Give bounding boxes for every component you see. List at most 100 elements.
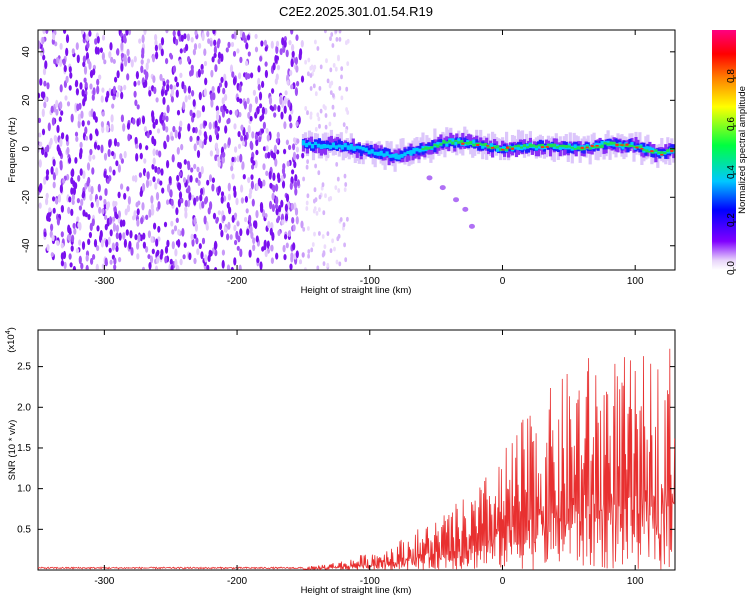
noise-pixel [239,56,243,64]
noise-pixel [108,166,112,173]
noise-pixel [337,188,341,193]
noise-pixel [100,121,104,128]
noise-pixel [307,71,310,77]
ridge-pixel [441,141,445,149]
noise-pixel [223,73,227,82]
noise-pixel [217,185,221,193]
ridge-pixel [328,145,332,150]
noise-pixel [286,160,290,167]
noise-pixel [191,238,195,247]
noise-pixel [111,150,115,157]
noise-pixel [203,60,208,67]
noise-pixel [69,72,73,79]
noise-pixel [183,33,187,40]
noise-pixel [291,50,295,58]
snr-y-tick-label: 2.5 [17,362,31,373]
ridge-pixel [522,146,527,150]
noise-pixel [266,134,270,142]
ridge-pixel [585,145,589,148]
noise-pixel [170,198,174,207]
ridge-pixel [545,146,549,148]
colorbar-ticks: 0.0 0.2 0.4 0.6 0.8 [726,69,737,275]
noise-pixel [171,229,175,235]
ridge-pixel [301,140,306,146]
noise-pixel [141,115,146,125]
noise-pixel [160,37,165,46]
snr-y-ticks: 0.5 1.0 1.5 2.0 2.5 [17,362,675,535]
ridge-pixel [604,140,608,150]
streak-point [426,175,433,181]
noise-pixel [103,152,108,161]
noise-pixel [305,200,309,206]
ridge-pixel [590,144,594,147]
noise-pixel [226,233,230,241]
noise-pixel [193,163,197,170]
snr-x-tick-label: 0 [500,576,506,587]
noise-pixel [174,76,178,83]
noise-pixel [142,241,146,249]
streak-point [462,206,469,212]
noise-pixel [286,79,290,86]
spectrogram-x-tick-label: -300 [94,276,114,287]
ridge-pixel [537,144,541,149]
noise-pixel [133,90,137,98]
noise-pixel [57,147,61,155]
noise-pixel [127,196,131,205]
noise-pixel [262,179,266,187]
noise-pixel [220,76,224,83]
noise-pixel [326,231,330,237]
noise-pixel [309,86,313,91]
snr-x-ticks: -300 -200 -100 0 100 [94,330,644,587]
snr-x-tick-label: -300 [94,576,114,587]
noise-pixel [338,30,342,34]
noise-pixel [265,170,269,176]
noise-pixel [151,110,155,119]
noise-pixel [233,123,237,130]
noise-pixel [231,173,235,180]
ridge-pixel [415,147,419,152]
noise-pixel [170,87,175,97]
ridge-pixel [486,145,490,147]
ridge-pixel [558,144,562,148]
noise-pixel [138,172,142,178]
noise-pixel [214,127,218,136]
noise-pixel [152,157,156,166]
noise-pixel [214,64,218,73]
noise-pixel [78,222,82,231]
noise-pixel [324,105,327,111]
ridge-pixel [620,144,624,146]
ridge-pixel [540,146,544,149]
noise-pixel [289,69,293,76]
noise-pixel [135,143,139,149]
noise-pixel [274,203,279,210]
noise-pixel [244,216,248,223]
noise-pixel [148,179,152,187]
noise-pixel [45,174,49,181]
noise-pixel [170,135,174,141]
noise-pixel [329,196,333,201]
noise-pixel [180,143,184,151]
noise-pixel [140,59,144,65]
noise-pixel [165,126,169,133]
noise-pixel [324,124,328,130]
noise-pixel [221,97,225,105]
noise-pixel [262,163,266,171]
ridge-pixel [454,141,458,146]
ridge-pixel [672,148,675,152]
noise-pixel [42,54,46,61]
noise-pixel [326,262,330,268]
noise-pixel [155,97,159,103]
noise-pixel [137,234,141,243]
noise-pixel [106,201,111,209]
noise-pixel [145,179,150,189]
noise-pixel [110,114,114,123]
noise-pixel [234,239,238,246]
noise-pixel [96,225,100,232]
noise-pixel [215,113,220,121]
ridge-pixel [612,141,616,145]
noise-pixel [338,261,342,267]
noise-pixel [301,152,305,159]
noise-pixel [265,145,269,152]
noise-pixel [343,173,347,179]
ridge-pixel [510,147,515,150]
